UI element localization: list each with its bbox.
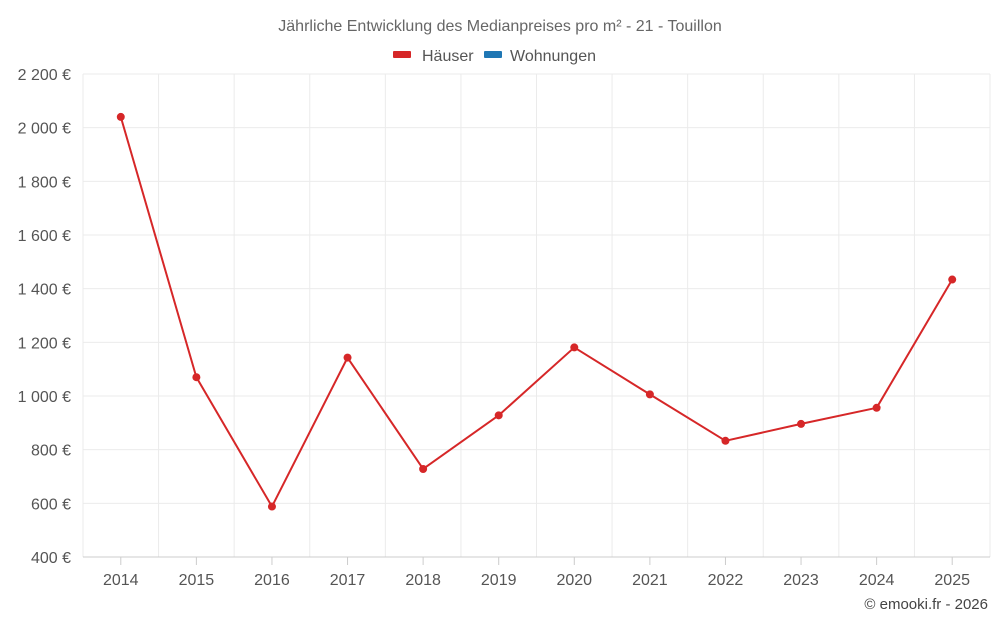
y-tick-label: 400 € bbox=[31, 550, 71, 567]
data-point-haeuser[interactable] bbox=[419, 464, 428, 473]
x-tick-label: 2022 bbox=[708, 572, 744, 589]
y-tick-label: 1 400 € bbox=[18, 282, 71, 299]
series-layer bbox=[116, 112, 957, 511]
y-tick-label: 2 200 € bbox=[18, 67, 71, 84]
legend-item-wohnungen[interactable]: Wohnungen bbox=[484, 48, 596, 65]
x-tick-label: 2019 bbox=[481, 572, 517, 589]
data-point-haeuser[interactable] bbox=[872, 403, 881, 412]
legend-swatch-wohnungen bbox=[484, 51, 502, 58]
legend-swatch-haeuser bbox=[393, 51, 411, 58]
data-point-haeuser[interactable] bbox=[192, 373, 201, 382]
x-tick-label: 2014 bbox=[103, 572, 139, 589]
y-axis-ticks: 400 € 600 € 800 € 1 000 € 1 200 € 1 400 € 1 60… bbox=[18, 67, 71, 567]
gridlines bbox=[82, 73, 991, 558]
credit-text: © emooki.fr - 2026 bbox=[864, 596, 988, 613]
x-tick-label: 2018 bbox=[405, 572, 441, 589]
data-point-haeuser[interactable] bbox=[948, 275, 957, 284]
data-point-haeuser[interactable] bbox=[645, 390, 654, 399]
y-tick-label: 2 000 € bbox=[18, 121, 71, 138]
x-tick-label: 2023 bbox=[783, 572, 819, 589]
x-tick-label: 2025 bbox=[934, 572, 970, 589]
x-tick-label: 2024 bbox=[859, 572, 895, 589]
data-point-haeuser[interactable] bbox=[267, 502, 276, 511]
y-tick-label: 1 000 € bbox=[18, 389, 71, 406]
series-line-haeuser bbox=[119, 116, 954, 508]
data-point-haeuser[interactable] bbox=[343, 353, 352, 362]
y-tick-label: 1 200 € bbox=[18, 335, 71, 352]
legend: Häuser Wohnungen bbox=[393, 48, 596, 65]
x-tick-label: 2015 bbox=[179, 572, 215, 589]
x-tick-label: 2021 bbox=[632, 572, 668, 589]
legend-item-haeuser[interactable]: Häuser bbox=[393, 48, 474, 65]
y-tick-label: 1 600 € bbox=[18, 228, 71, 245]
data-point-haeuser[interactable] bbox=[797, 419, 806, 428]
y-tick-label: 800 € bbox=[31, 443, 71, 460]
legend-label-wohnungen: Wohnungen bbox=[510, 48, 596, 65]
legend-label-haeuser: Häuser bbox=[422, 48, 474, 65]
y-tick-label: 600 € bbox=[31, 496, 71, 513]
x-axis-ticks: 2014 2015 2016 2017 2018 2019 2020 2021 2022 2023… bbox=[103, 557, 970, 589]
chart-title: Jährliche Entwicklung des Medianpreises … bbox=[278, 18, 721, 35]
data-point-haeuser[interactable] bbox=[570, 343, 579, 352]
data-point-haeuser[interactable] bbox=[116, 112, 125, 121]
y-tick-label: 1 800 € bbox=[18, 174, 71, 191]
x-tick-label: 2020 bbox=[556, 572, 592, 589]
data-point-haeuser[interactable] bbox=[721, 436, 730, 445]
x-tick-label: 2016 bbox=[254, 572, 290, 589]
x-tick-label: 2017 bbox=[330, 572, 366, 589]
data-point-haeuser[interactable] bbox=[494, 411, 503, 420]
